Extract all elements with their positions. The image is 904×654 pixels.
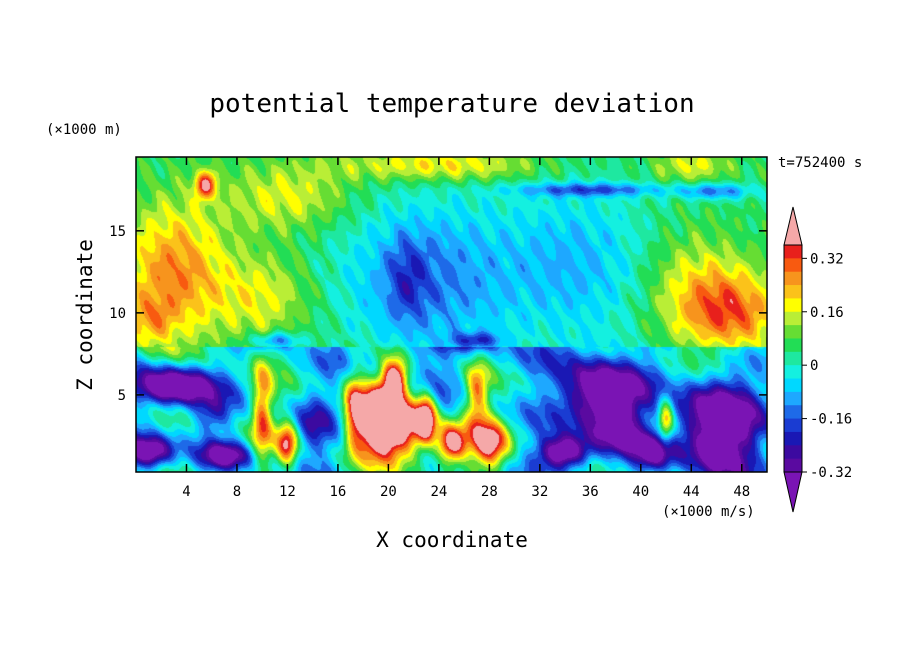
colorbar-level bbox=[784, 298, 802, 313]
colorbar-level bbox=[784, 338, 802, 353]
x-axis-unit: (×1000 m/s) bbox=[662, 504, 755, 520]
chart-title: potential temperature deviation bbox=[209, 89, 694, 119]
x-tick-label: 16 bbox=[329, 484, 346, 500]
colorbar-level bbox=[784, 365, 802, 380]
colorbar-level bbox=[784, 458, 802, 473]
colorbar-level bbox=[784, 285, 802, 299]
colorbar-level bbox=[784, 405, 802, 420]
heatmap-plot-area bbox=[136, 157, 767, 472]
colorbar-level bbox=[784, 445, 802, 460]
colorbar-tick-label: 0 bbox=[810, 358, 818, 374]
colorbar-bottom-arrow bbox=[783, 471, 803, 513]
y-tick-label: 5 bbox=[118, 388, 126, 404]
x-axis-label: X coordinate bbox=[376, 528, 528, 552]
colorbar-level bbox=[784, 351, 802, 366]
colorbar-level bbox=[784, 311, 802, 326]
x-tick-label: 28 bbox=[481, 484, 498, 500]
colorbar-level bbox=[784, 418, 802, 433]
colorbar-level bbox=[784, 271, 802, 286]
plot-frame bbox=[135, 156, 768, 473]
x-tick-label: 40 bbox=[632, 484, 649, 500]
x-tick-label: 12 bbox=[279, 484, 296, 500]
colorbar-level bbox=[784, 258, 802, 273]
colorbar-top-arrow bbox=[783, 206, 803, 246]
colorbar-tick-label: 0.16 bbox=[810, 305, 844, 321]
x-tick-label: 32 bbox=[531, 484, 548, 500]
colorbar-tick-label: 0.32 bbox=[810, 251, 844, 267]
y-axis-label: Z coordinate bbox=[73, 239, 97, 391]
colorbar-level bbox=[784, 378, 802, 393]
y-tick-label: 10 bbox=[109, 306, 126, 322]
colorbar-tick-label: -0.16 bbox=[810, 412, 852, 428]
colorbar-tick-label: -0.32 bbox=[810, 465, 852, 481]
x-tick-label: 20 bbox=[380, 484, 397, 500]
colorbar-frame bbox=[783, 244, 803, 473]
x-tick-label: 8 bbox=[233, 484, 241, 500]
x-tick-label: 36 bbox=[582, 484, 599, 500]
x-tick-label: 4 bbox=[182, 484, 190, 500]
y-tick-label: 15 bbox=[109, 224, 126, 240]
colorbar-level bbox=[784, 391, 802, 406]
x-axis-ticks: 4 8 12 16 20 24 28 32 36 40 44 48 bbox=[182, 157, 750, 500]
y-axis-unit: (×1000 m) bbox=[46, 122, 122, 138]
colorbar-level bbox=[784, 325, 802, 339]
y-axis-ticks: 5 10 15 bbox=[109, 224, 767, 404]
x-tick-label: 48 bbox=[733, 484, 750, 500]
x-tick-label: 44 bbox=[683, 484, 700, 500]
colorbar-level bbox=[784, 431, 802, 446]
x-tick-label: 24 bbox=[430, 484, 447, 500]
colorbar: 0.32 0.16 0 -0.16 -0.32 bbox=[783, 206, 852, 513]
colorbar-level bbox=[784, 245, 802, 259]
time-label: t=752400 s bbox=[778, 155, 862, 171]
